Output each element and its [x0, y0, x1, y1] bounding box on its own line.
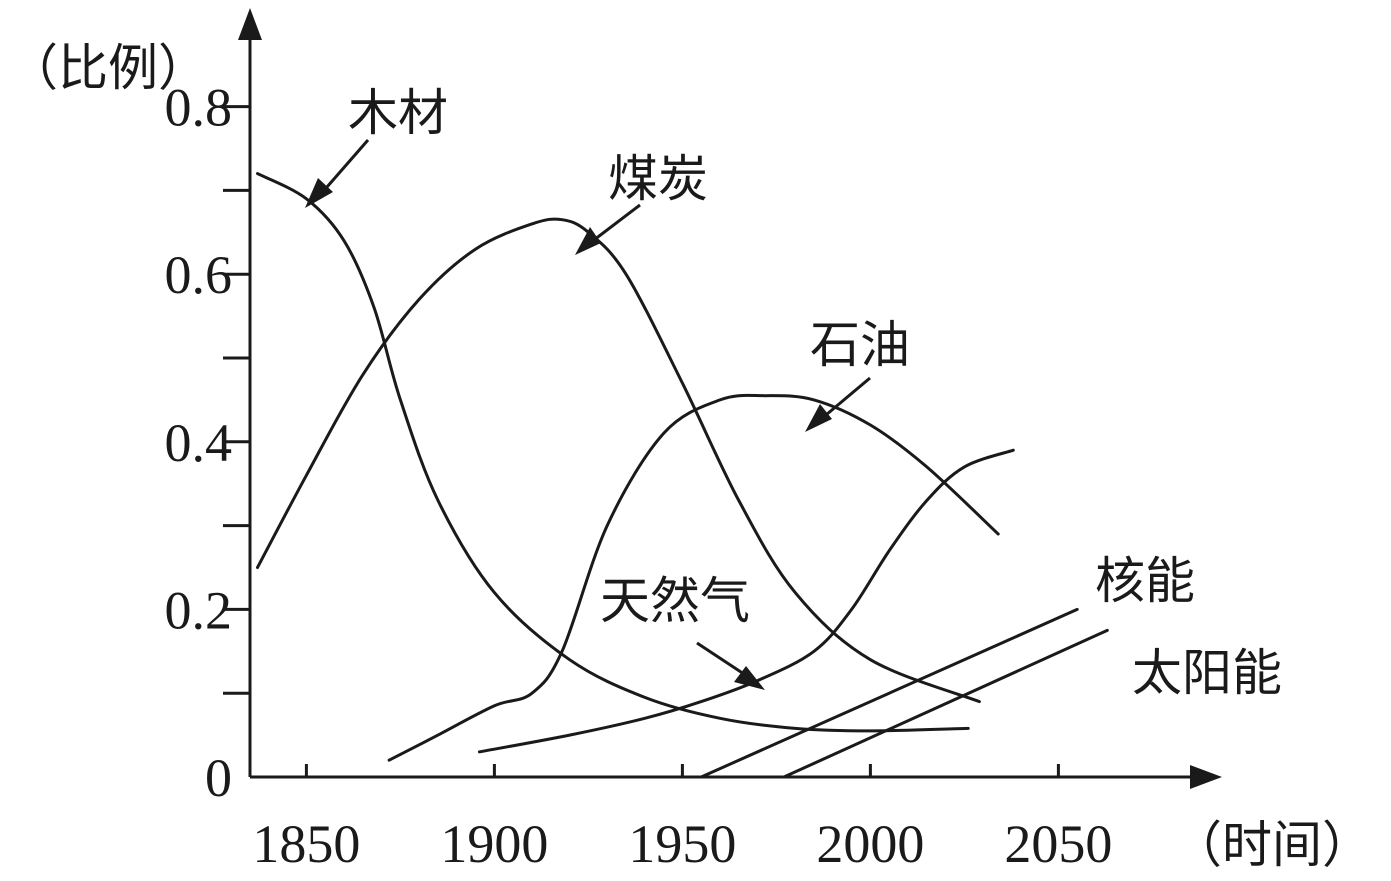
x-tick-label: 2000: [816, 814, 924, 874]
y-tick-label: 0.8: [165, 78, 233, 138]
y-ticks: 0 0.2 0.4 0.6 0.8: [165, 78, 250, 808]
x-tick-label: 1850: [252, 814, 360, 874]
x-tick-label: 1900: [440, 814, 548, 874]
x-ticks: 1850 1900 1950 2000 2050: [252, 764, 1112, 874]
x-tick-label: 2050: [1004, 814, 1112, 874]
series-label-wood: 木材: [348, 84, 448, 142]
series-label-nuclear: 核能: [1095, 552, 1195, 610]
coal-pointer-arrow: [589, 203, 641, 245]
y-tick-label: 0: [205, 748, 232, 808]
x-axis-label: （时间）: [1172, 816, 1372, 874]
coal-pointer-arrowhead: [575, 227, 601, 255]
y-tick-label: 0.2: [165, 580, 233, 640]
wood-pointer-arrowhead: [305, 178, 333, 208]
wood-pointer-arrow: [318, 139, 370, 196]
series-lines: [256, 172, 1109, 779]
series-line-wood: [256, 172, 970, 733]
y-axis-label: （比例）: [8, 39, 208, 97]
series-line-oil: [387, 393, 1000, 762]
series-label-natural-gas: 天然气: [600, 572, 750, 630]
axes: 1850 1900 1950 2000 2050 0 0.2 0.4 0.6 0.8: [165, 8, 1222, 874]
x-tick-label: 1950: [628, 814, 736, 874]
series-annotations: 木材 煤炭 石油 天然气 核能 太阳能: [305, 84, 1282, 702]
oil-pointer-arrowhead: [805, 404, 832, 432]
series-label-oil: 石油: [810, 316, 910, 374]
gas-pointer-arrowhead: [734, 666, 765, 690]
series-label-solar: 太阳能: [1132, 644, 1282, 702]
y-tick-label: 0.6: [165, 245, 233, 305]
series-line-nuclear: [699, 607, 1079, 779]
series-line-solar: [782, 628, 1109, 779]
y-tick-label: 0.4: [165, 413, 233, 473]
y-axis-arrowhead: [238, 8, 262, 40]
gas-pointer-arrow: [696, 641, 751, 680]
x-axis-arrowhead: [1190, 765, 1222, 789]
series-label-coal: 煤炭: [608, 150, 708, 208]
series-line-natural-gas: [477, 448, 1015, 754]
oil-pointer-arrow: [819, 376, 871, 422]
